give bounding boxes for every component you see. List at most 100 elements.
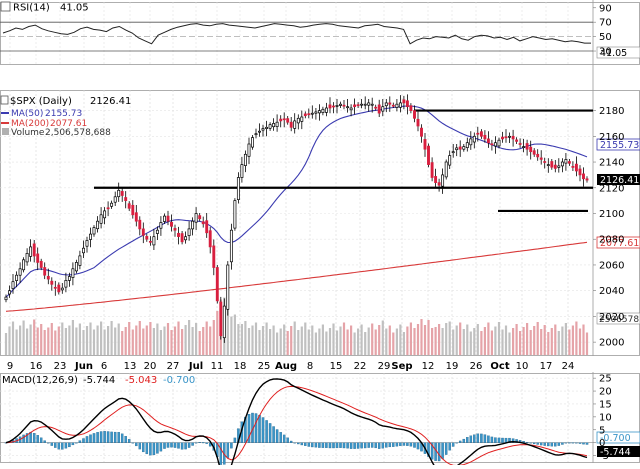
macd-histogram-bar bbox=[163, 442, 166, 449]
price-tick-label: 2160 bbox=[599, 132, 624, 143]
volume-bar bbox=[131, 329, 134, 355]
macd-histogram-bar bbox=[92, 433, 96, 443]
candle-body bbox=[374, 106, 378, 109]
candle-body bbox=[339, 103, 342, 106]
candle-body bbox=[173, 228, 177, 231]
volume-bar bbox=[399, 324, 402, 355]
volume-bar bbox=[96, 325, 99, 355]
macd-histogram-bar bbox=[127, 439, 131, 443]
candle-body bbox=[131, 204, 135, 216]
candle-body bbox=[567, 161, 571, 164]
macd-histogram-bar bbox=[525, 442, 529, 443]
x-axis-tick-label: 8 bbox=[307, 361, 313, 372]
volume-bar bbox=[540, 329, 543, 355]
macd-histogram-bar bbox=[374, 442, 377, 449]
ma200-value: 2077.61 bbox=[50, 119, 87, 129]
volume-bar bbox=[557, 331, 560, 355]
candle-body bbox=[222, 305, 226, 339]
volume-bar bbox=[254, 322, 258, 355]
candle-body bbox=[110, 202, 114, 207]
volume-bar bbox=[226, 307, 229, 355]
volume-bar bbox=[501, 329, 504, 355]
ma50-label: MA(50) bbox=[11, 109, 43, 119]
macd-histogram-bar bbox=[99, 431, 103, 443]
candle-body bbox=[317, 110, 321, 114]
volume-bar bbox=[68, 325, 71, 355]
volume-bar bbox=[82, 330, 85, 355]
volume-bar bbox=[466, 324, 469, 355]
macd-tick-label: 15 bbox=[599, 399, 612, 410]
macd-histogram-bar bbox=[187, 442, 191, 448]
candle-body bbox=[444, 161, 448, 178]
candle-body bbox=[360, 103, 364, 106]
macd-histogram-bar bbox=[275, 429, 279, 443]
candle-body bbox=[163, 215, 166, 222]
candle-body bbox=[314, 111, 318, 114]
macd-histogram-bar bbox=[568, 442, 571, 444]
macd-histogram-bar bbox=[194, 442, 198, 444]
volume-bar bbox=[290, 326, 293, 355]
candle-body bbox=[187, 228, 191, 236]
volume-bar bbox=[276, 332, 279, 355]
macd-histogram-bar bbox=[22, 434, 25, 443]
macd-histogram-bar bbox=[458, 440, 462, 443]
volume-bar bbox=[142, 328, 145, 355]
macd-histogram-bar bbox=[490, 436, 494, 443]
price-tick-label: 2120 bbox=[599, 183, 624, 194]
rsi-tick-label: 70 bbox=[599, 18, 612, 29]
ma200-badge-text: 2077.61 bbox=[600, 238, 639, 249]
volume-bar bbox=[57, 326, 60, 355]
volume-bar bbox=[438, 324, 441, 355]
volume-bar bbox=[15, 329, 18, 355]
macd-histogram-bar bbox=[272, 426, 275, 443]
candle-body bbox=[293, 120, 297, 129]
macd-histogram-bar bbox=[68, 442, 71, 448]
volume-bar bbox=[431, 328, 434, 355]
x-axis-tick-label: Oct bbox=[490, 361, 509, 372]
volume-bar bbox=[483, 327, 486, 355]
volume-bar bbox=[371, 323, 374, 355]
macd-value: -5.744 bbox=[83, 375, 115, 386]
macd-histogram-bar bbox=[82, 438, 85, 443]
macd-histogram-bar bbox=[286, 437, 289, 443]
volume-bar bbox=[47, 327, 50, 355]
volume-bar bbox=[364, 332, 367, 355]
price-tick-label: 2140 bbox=[599, 158, 624, 169]
macd-histogram-bar bbox=[494, 437, 497, 443]
macd-histogram-bar bbox=[57, 442, 61, 450]
macd-histogram-bar bbox=[226, 442, 230, 458]
candle-body bbox=[356, 104, 360, 107]
volume-bar bbox=[166, 323, 170, 355]
macd-histogram-bar bbox=[532, 442, 536, 445]
macd-histogram-bar bbox=[314, 442, 318, 448]
volume-bar bbox=[181, 329, 184, 355]
macd-histogram-bar bbox=[149, 442, 152, 456]
candle-body bbox=[532, 150, 536, 155]
candle-body bbox=[53, 286, 57, 289]
macd-histogram-bar bbox=[515, 439, 518, 443]
candle-body bbox=[504, 136, 508, 139]
candle-body bbox=[455, 147, 459, 151]
macd-histogram-bar bbox=[159, 442, 163, 452]
macd-histogram-bar bbox=[71, 442, 75, 446]
volume-bar bbox=[568, 329, 571, 355]
volume-bar bbox=[279, 328, 282, 355]
macd-histogram-bar bbox=[198, 442, 201, 443]
candle-body bbox=[458, 146, 462, 150]
candle-body bbox=[377, 104, 381, 114]
volume-bar bbox=[265, 322, 268, 355]
candle-body bbox=[543, 161, 547, 163]
macd-tick-label: 25 bbox=[599, 374, 612, 385]
candle-body bbox=[388, 102, 392, 105]
macd-tick-label: 0 bbox=[599, 438, 605, 449]
volume-bar bbox=[416, 324, 420, 355]
macd-histogram-bar bbox=[557, 442, 561, 446]
volume-bar bbox=[297, 330, 300, 355]
candle-body bbox=[353, 104, 357, 108]
volume-bar bbox=[406, 326, 409, 355]
macd-histogram-bar bbox=[585, 442, 589, 445]
candle-body bbox=[585, 178, 589, 181]
volume-bar bbox=[508, 332, 511, 355]
candle-body bbox=[22, 259, 26, 271]
